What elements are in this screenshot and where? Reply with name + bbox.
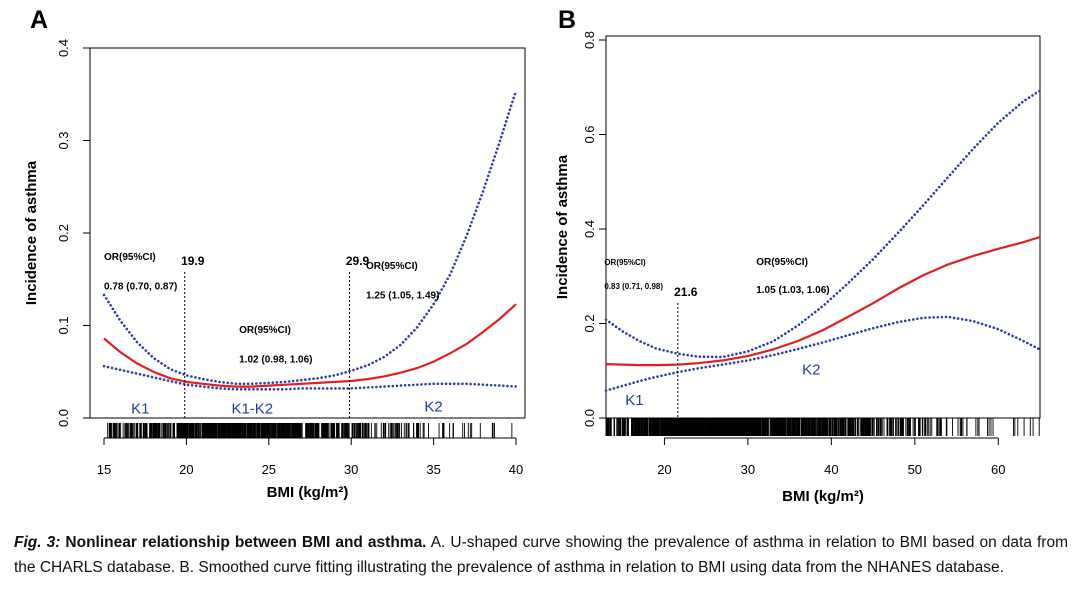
x-axis-title: BMI (kg/m²)	[267, 484, 349, 501]
x-tick-label: 15	[97, 462, 111, 477]
x-tick-label: 20	[657, 462, 671, 477]
y-axis-title: Incidence of asthma	[23, 160, 40, 305]
y-tick-label: 0.6	[582, 125, 597, 143]
upper-ci-curve	[604, 89, 1042, 359]
or-annotation: OR(95%CI)	[604, 258, 646, 267]
or-annotation: OR(95%CI)	[104, 252, 156, 263]
upper-ci-curve	[102, 89, 518, 386]
lower-ci-curve	[604, 315, 1042, 392]
fitted-curve	[103, 303, 517, 388]
y-tick-label: 0.4	[582, 220, 597, 238]
x-tick-label: 50	[908, 462, 922, 477]
x-tick-label: 25	[262, 462, 276, 477]
y-tick-label: 0.3	[56, 131, 71, 149]
plot-frame	[605, 35, 1041, 419]
segment-label: K2	[802, 362, 820, 379]
y-tick-label: 0.2	[582, 314, 597, 332]
x-tick-label: 60	[991, 462, 1005, 477]
rug-plot	[107, 423, 513, 438]
caption-body: A. U-shaped curve showing the prevalence…	[14, 534, 1069, 576]
panel-a: A 15 20 25 30 35 40 0.0 0.1 0.2 0.3 0.4 BMI (kg/m²) I…	[23, 6, 526, 501]
y-tick-label: 0.0	[56, 409, 71, 427]
breakpoint-label: 29.9	[346, 254, 370, 268]
y-tick-label: 0.0	[582, 409, 597, 427]
segment-label: K1-K2	[231, 400, 273, 417]
y-axis-title: Incidence of asthma	[554, 154, 571, 299]
caption-figure-label: Fig. 3:	[14, 534, 61, 551]
y-tick-label: 0.4	[56, 39, 71, 57]
panel-label: A	[30, 6, 48, 34]
x-tick-label: 35	[426, 462, 440, 477]
lower-ci-curve	[102, 364, 518, 391]
segment-label: K1	[625, 392, 643, 409]
y-tick-label: 0.8	[582, 31, 597, 49]
x-tick-label: 30	[344, 462, 358, 477]
panel-label: B	[558, 6, 576, 34]
y-tick-label: 0.2	[56, 224, 71, 242]
x-tick-label: 40	[509, 462, 523, 477]
rug-plot	[605, 418, 1040, 436]
x-tick-label: 20	[179, 462, 193, 477]
or-annotation: 0.83 (0.71, 0.98)	[604, 282, 663, 291]
figure-canvas: A 15 20 25 30 35 40 0.0 0.1 0.2 0.3 0.4 BMI (kg/m²) I…	[23, 6, 1042, 505]
or-annotation: 1.05 (1.03, 1.06)	[756, 285, 829, 296]
or-annotation: 0.78 (0.70, 0.87)	[104, 281, 177, 292]
caption-title: Nonlinear relationship between BMI and a…	[65, 534, 427, 551]
x-axis-title: BMI (kg/m²)	[782, 488, 864, 505]
breakpoint-label: 19.9	[181, 254, 205, 268]
x-tick-label: 40	[824, 462, 838, 477]
segment-label: K1	[131, 400, 149, 417]
y-tick-label: 0.1	[56, 316, 71, 334]
x-tick-label: 30	[741, 462, 755, 477]
or-annotation: OR(95%CI)	[366, 261, 418, 272]
fitted-curve	[605, 235, 1041, 367]
or-annotation: 1.25 (1.05, 1.49)	[366, 291, 439, 302]
panel-b: B 20 30 40 50 60 0.0 0.2 0.4 0.6 0.8 BMI (kg/m²) Inc…	[554, 6, 1042, 505]
figure-caption: Fig. 3: Nonlinear relationship between B…	[14, 530, 1068, 580]
segment-label: K2	[424, 399, 442, 416]
or-annotation: OR(95%CI)	[756, 257, 808, 268]
or-annotation: OR(95%CI)	[239, 325, 291, 336]
or-annotation: 1.02 (0.98, 1.06)	[239, 355, 312, 366]
breakpoint-label: 21.6	[674, 285, 698, 299]
